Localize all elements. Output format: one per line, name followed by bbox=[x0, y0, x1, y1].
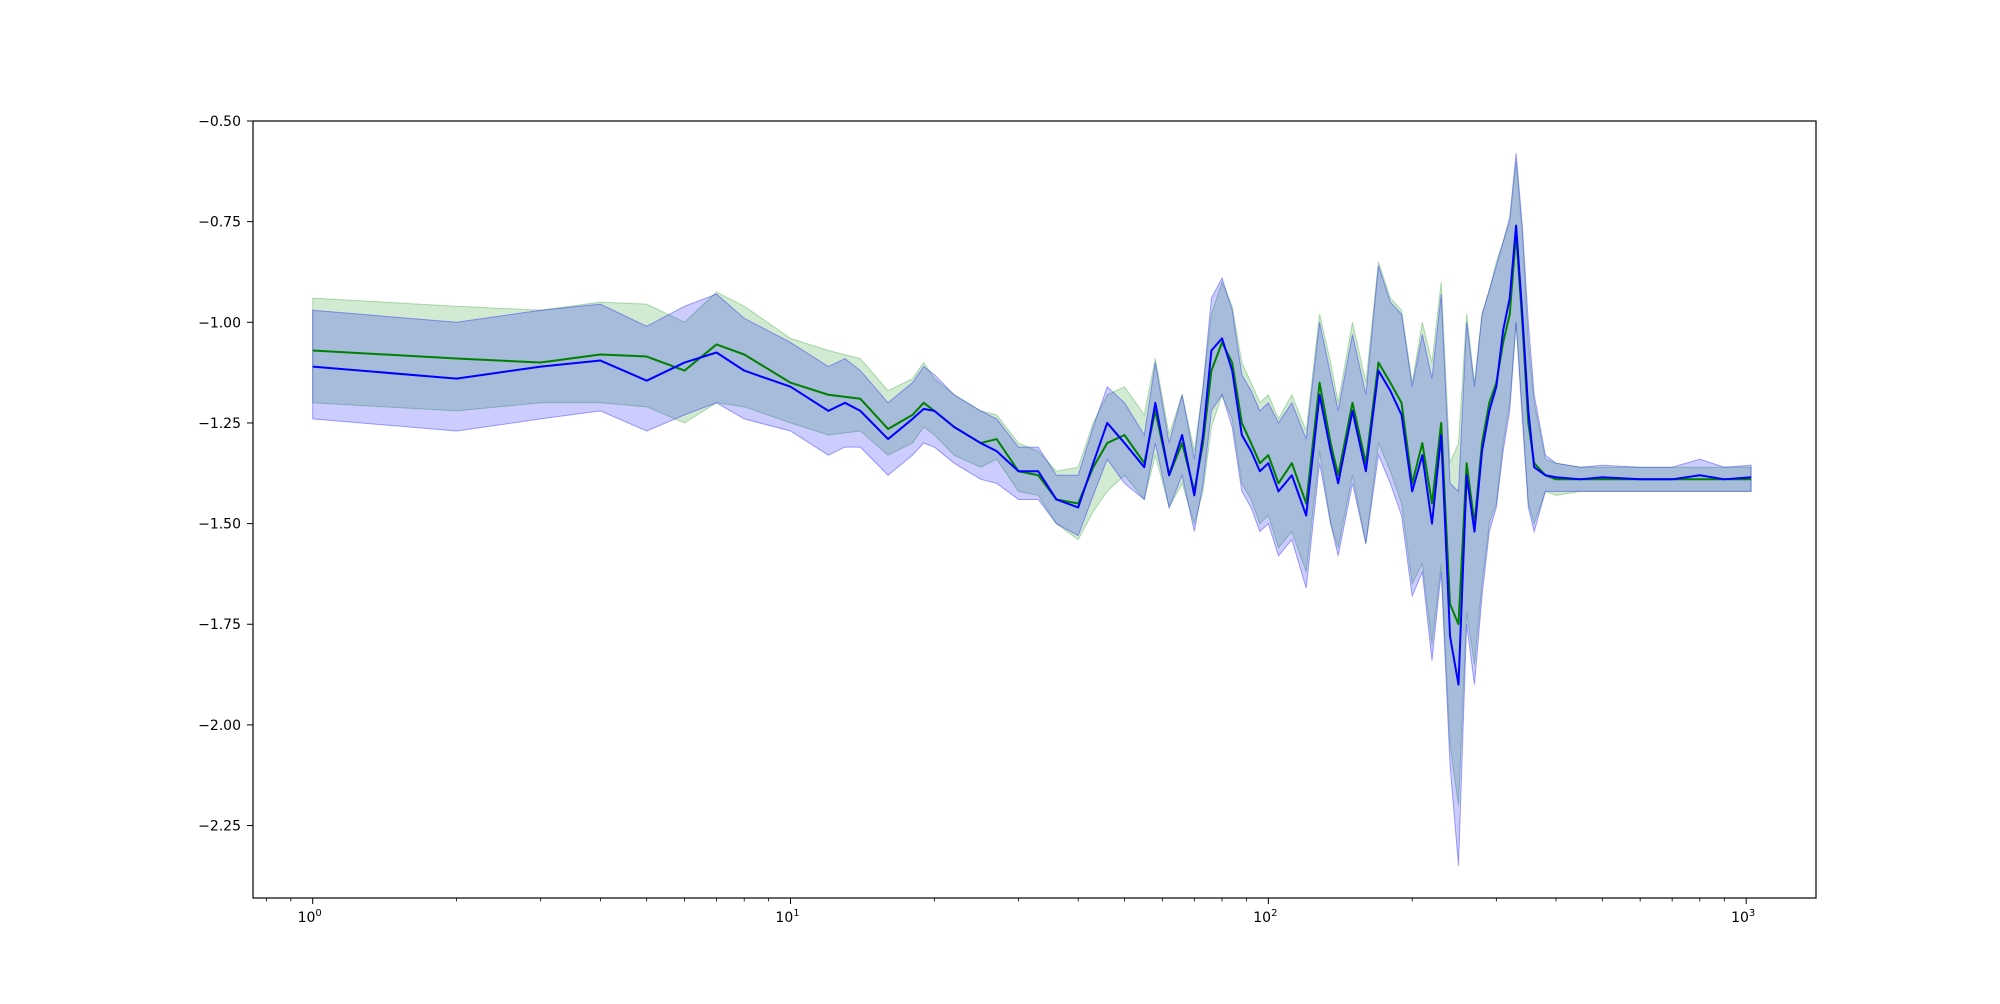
axes: −0.50 −0.75 −1.00 −1.25 −1.50 −1.75 −2.00 −2.25… bbox=[198, 114, 1755, 926]
axes-frame bbox=[252, 120, 1817, 899]
y-tick-label-7: −2.25 bbox=[198, 819, 241, 835]
y-tick-label-2: −1.00 bbox=[198, 315, 241, 331]
x-tick-label-0: 100 bbox=[298, 908, 322, 926]
y-tick-label-0: −0.50 bbox=[198, 114, 241, 130]
y-tick-label-4: −1.50 bbox=[198, 517, 241, 533]
y-tick-label-1: −0.75 bbox=[198, 215, 241, 231]
x-tick-label-1: 101 bbox=[775, 908, 799, 926]
y-tick-label-5: −1.75 bbox=[198, 617, 241, 633]
plot-area bbox=[312, 153, 1752, 866]
series-2-band bbox=[312, 153, 1752, 866]
y-tick-label-3: −1.25 bbox=[198, 416, 241, 432]
series-2-line bbox=[312, 224, 1752, 686]
y-tick-label-6: −2.00 bbox=[198, 718, 241, 734]
x-tick-label-2: 102 bbox=[1253, 908, 1277, 926]
x-tick-label-3: 103 bbox=[1731, 908, 1755, 926]
series-1-band bbox=[312, 161, 1752, 806]
